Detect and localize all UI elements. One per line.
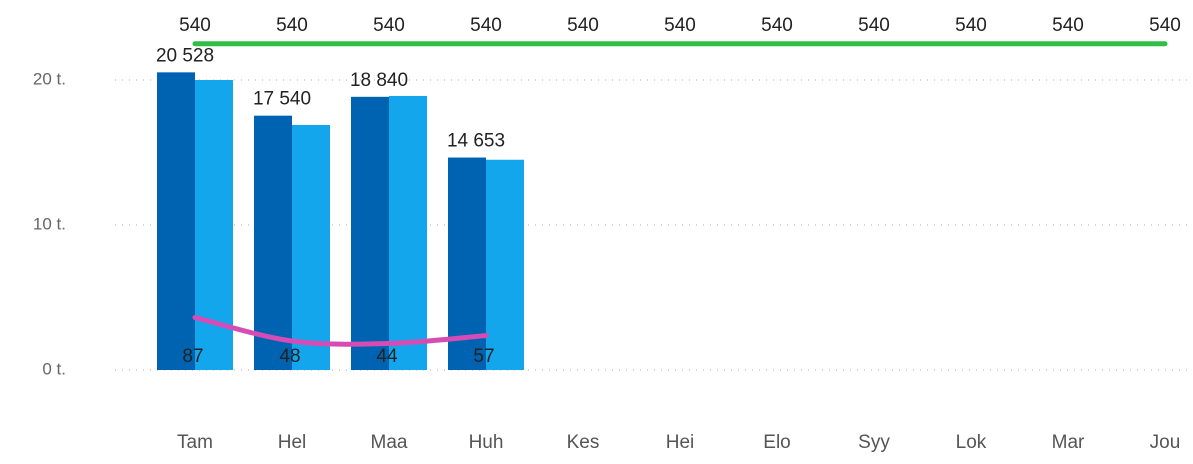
line [192, 314, 489, 347]
bar [254, 115, 292, 370]
x-tick-label: Tam [177, 432, 213, 453]
data-label: 17 540 [253, 89, 311, 110]
data-label: 87 [182, 346, 203, 367]
bar [157, 72, 195, 371]
data-label: 48 [279, 346, 300, 367]
data-label: 540 [858, 15, 890, 36]
bar [389, 95, 427, 370]
data-label: 14 653 [447, 131, 505, 152]
data-label: 540 [761, 15, 793, 36]
data-label: 20 528 [156, 45, 214, 66]
x-tick-label: Syy [858, 432, 890, 453]
x-tick-label: Hei [666, 432, 695, 453]
data-label: 44 [376, 346, 398, 367]
y-tick-label: 0 t. [42, 359, 66, 378]
data-label: 540 [470, 15, 502, 36]
x-tick-label: Jou [1150, 432, 1181, 453]
data-label: 57 [473, 346, 494, 367]
x-tick-label: Kes [567, 432, 600, 453]
data-label: 540 [1149, 15, 1181, 36]
bar [292, 124, 330, 370]
data-label: 540 [373, 15, 405, 36]
x-tick-label: Maa [371, 432, 408, 453]
x-tick-label: Huh [469, 432, 504, 453]
x-tick-label: Mar [1052, 432, 1085, 453]
data-label: 540 [664, 15, 696, 36]
x-tick-label: Lok [956, 432, 987, 453]
data-label: 18 840 [350, 70, 408, 91]
y-tick-label: 20 t. [33, 69, 66, 88]
bar [351, 96, 389, 370]
data-label: 540 [1052, 15, 1084, 36]
y-tick-label: 10 t. [33, 214, 66, 233]
data-label: 540 [955, 15, 987, 36]
data-label: 540 [179, 15, 211, 36]
bar [486, 159, 524, 370]
data-label: 540 [567, 15, 599, 36]
data-label: 540 [276, 15, 308, 36]
x-tick-label: Elo [763, 432, 790, 453]
x-tick-label: Hel [278, 432, 307, 453]
